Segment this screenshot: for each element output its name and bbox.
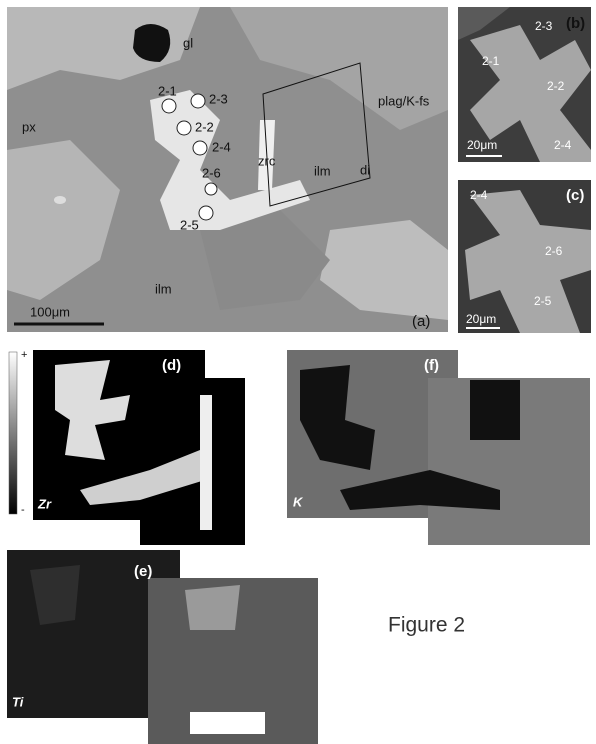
spot-label: 2-2 (547, 79, 565, 93)
panel-b: 2-3 (b) 2-1 2-2 20μm 2-4 (458, 7, 591, 162)
spot-label: 2-3 (209, 91, 228, 106)
label: gl (183, 35, 193, 50)
spot-label: 2-1 (158, 83, 177, 98)
label: ilm (155, 281, 172, 296)
panel-d: (d) Zr (33, 350, 245, 545)
spot-label: 2-5 (534, 294, 552, 308)
panel-label: (d) (162, 357, 181, 374)
spot-label: 2-4 (212, 139, 231, 154)
label: plag/K-fs (378, 93, 430, 108)
panel-f: (f) K (287, 350, 590, 545)
scale-label: 100μm (30, 304, 70, 319)
element-label: Zr (37, 496, 52, 511)
intensity-scale: + - (9, 349, 27, 516)
spot-label: 2-6 (545, 244, 563, 258)
spot-label: 2-2 (195, 119, 214, 134)
figure: gl px plag/K-fs zrc ilm di ilm 2-1 2-3 2… (0, 0, 596, 744)
panel-e: (e) Ti (7, 550, 318, 744)
scale-max: + (21, 349, 27, 361)
panel-label: (c) (566, 187, 584, 204)
panel-a: gl px plag/K-fs zrc ilm di ilm 2-1 2-3 2… (7, 7, 448, 332)
figure-caption: Figure 2 (388, 614, 465, 637)
element-label: Ti (12, 694, 24, 709)
panel-label: (e) (134, 563, 152, 580)
label: ilm (314, 163, 331, 178)
spot-label: 2-6 (202, 165, 221, 180)
spot-label: 2-1 (482, 54, 500, 68)
label: zrc (258, 153, 276, 168)
panel-label: (b) (566, 15, 585, 32)
element-label: K (293, 494, 304, 509)
scale-label: 20μm (466, 312, 496, 326)
spot-label: 2-4 (470, 188, 488, 202)
label: di (360, 162, 370, 177)
spot-label: 2-3 (535, 19, 553, 33)
spot-label: 2-4 (554, 138, 572, 152)
scale-label: 20μm (467, 138, 497, 152)
label: px (22, 119, 36, 134)
panel-label: (a) (412, 313, 430, 330)
scale-min: - (21, 504, 25, 516)
spot-label: 2-5 (180, 217, 199, 232)
panel-label: (f) (424, 357, 439, 374)
panel-c: 2-4 (c) 2-6 2-5 20μm (458, 180, 591, 333)
